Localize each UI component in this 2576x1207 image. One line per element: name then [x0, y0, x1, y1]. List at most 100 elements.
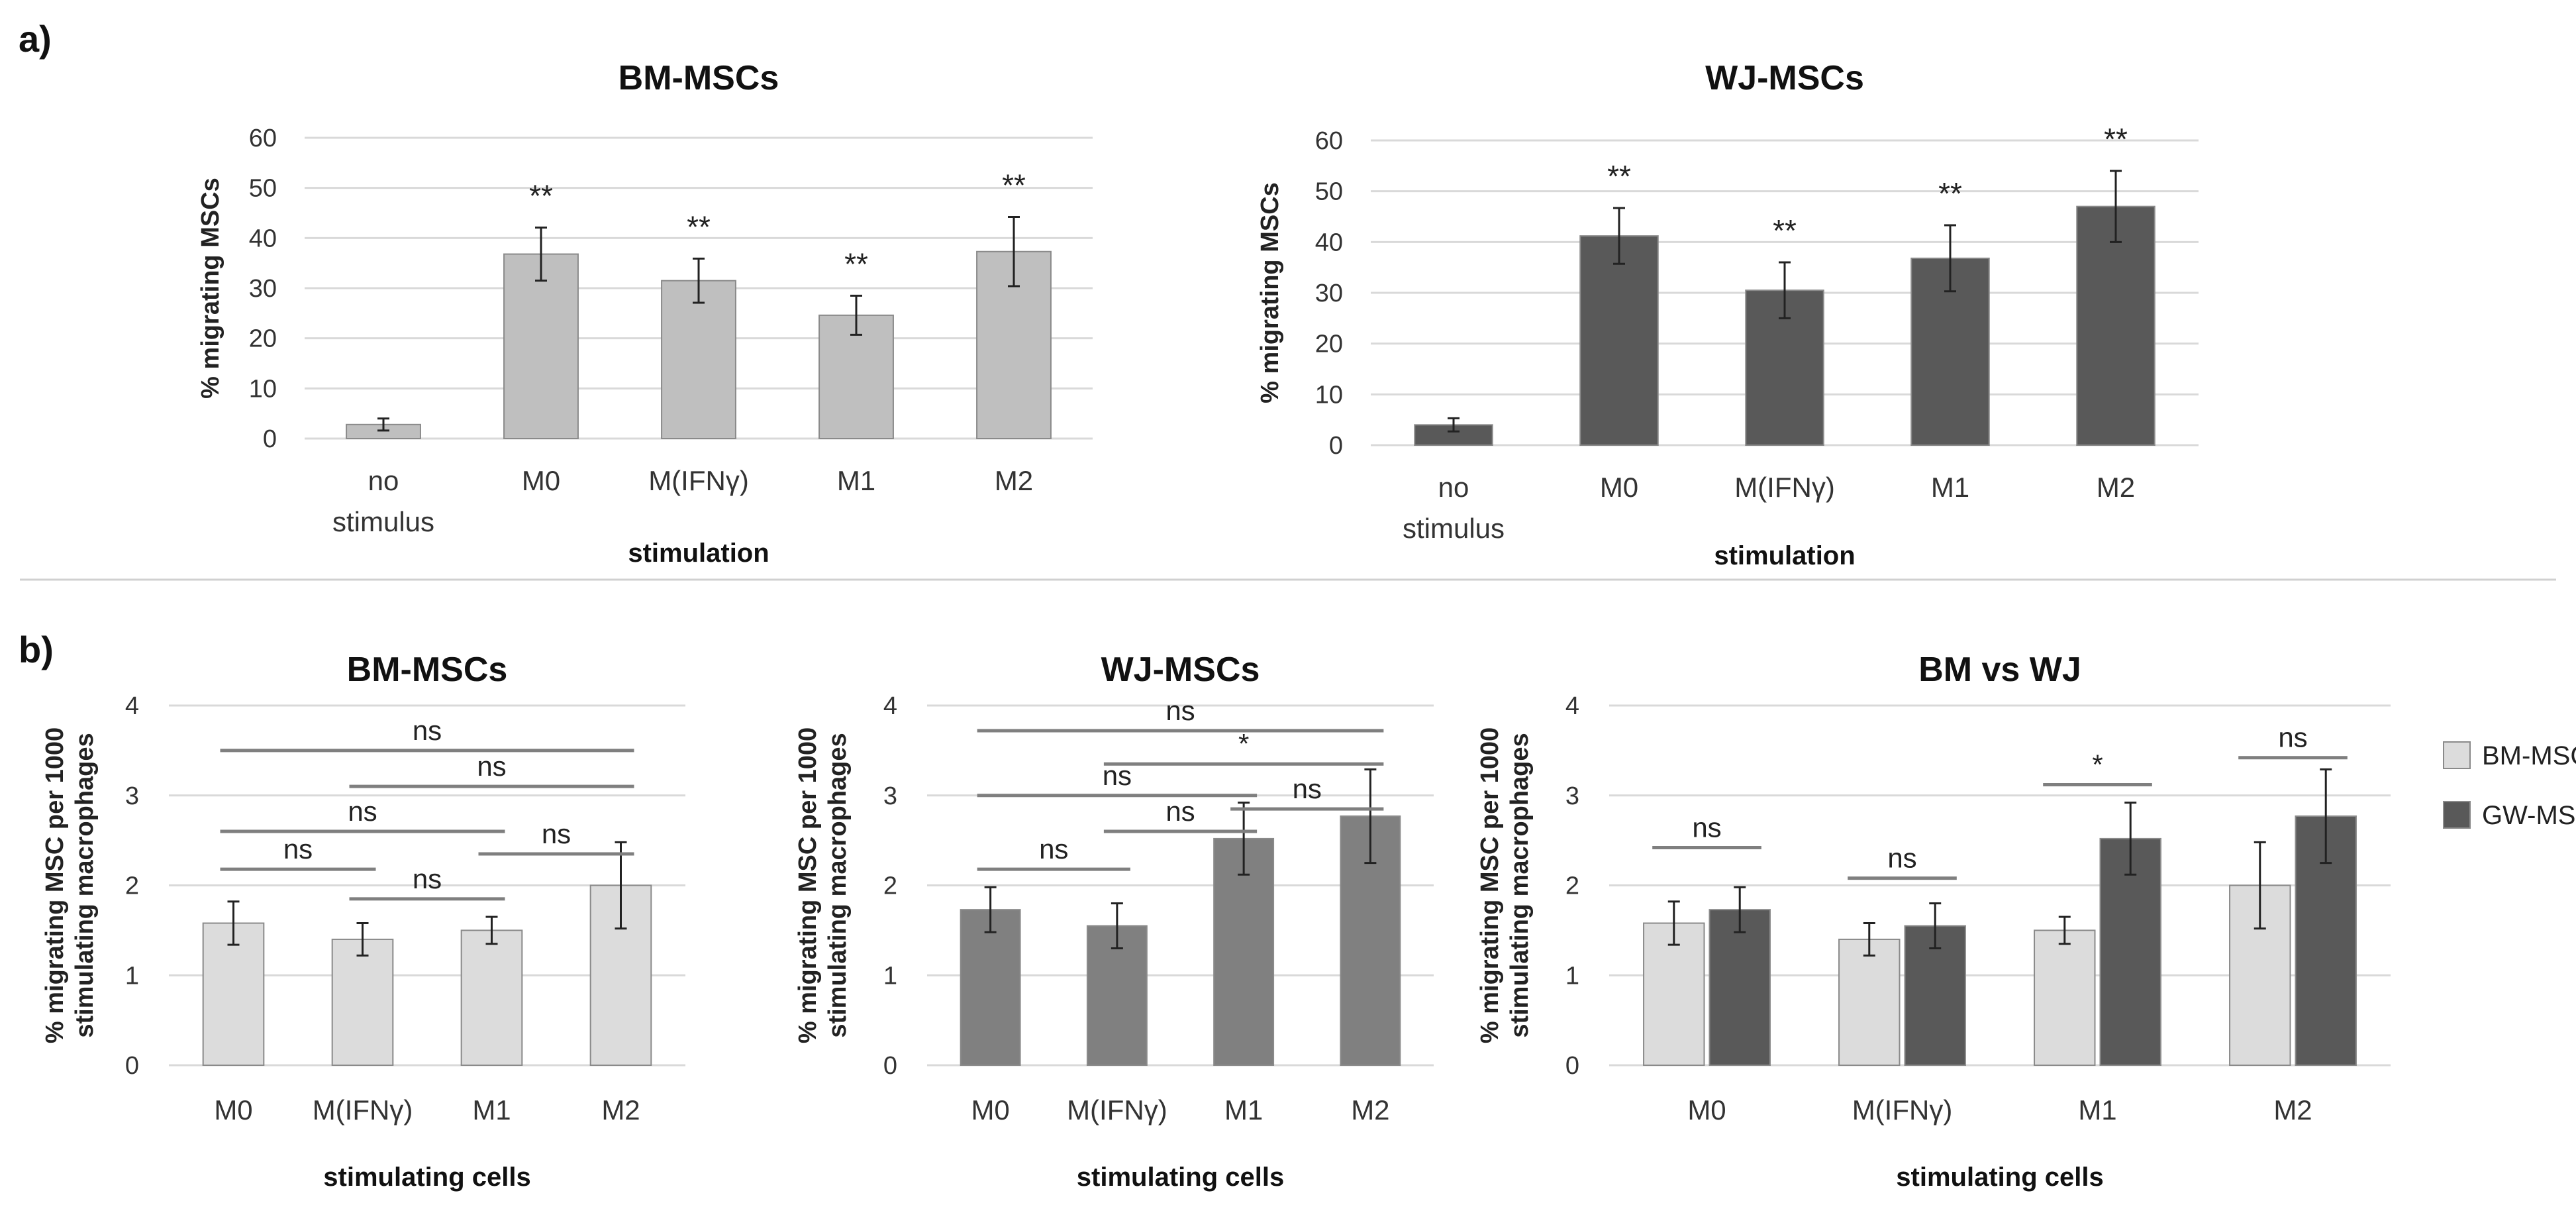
y-tick-label: 2: [1565, 872, 1579, 900]
x-axis-label: stimulating cells: [1077, 1163, 1284, 1192]
significance-label: ns: [2278, 722, 2307, 753]
bar: [960, 909, 1021, 1066]
bar: [202, 922, 265, 1067]
y-axis-label: % migrating MSCs: [1256, 182, 1284, 403]
y-axis-label: % migrating MSCs: [197, 178, 224, 399]
significance-annotation: **: [1938, 176, 1962, 211]
y-tick-label: 1: [1565, 962, 1579, 990]
significance-label: ns: [1165, 796, 1195, 827]
y-tick-label: 0: [263, 425, 277, 453]
x-axis-label: stimulating cells: [323, 1163, 530, 1192]
y-tick-label: 0: [1565, 1052, 1579, 1080]
x-tick-label: M0: [1687, 1094, 1726, 1126]
y-tick-label: 40: [1315, 229, 1343, 256]
y-tick-label: 30: [1315, 280, 1343, 307]
significance-label: ns: [413, 715, 442, 746]
y-axis-label: % migrating MSC per 1000: [1476, 727, 1504, 1043]
x-tick-label: M2: [2273, 1094, 2312, 1126]
y-tick-label: 2: [125, 872, 139, 900]
x-tick-label: M0: [971, 1094, 1009, 1126]
x-tick-label: M(IFNγ): [313, 1094, 413, 1126]
significance-annotation: **: [529, 178, 553, 213]
chart-title: BM-MSCs: [619, 59, 779, 97]
y-axis-label: % migrating MSC per 1000: [794, 727, 822, 1043]
y-tick-label: 0: [125, 1052, 139, 1080]
y-tick-label: 4: [1565, 692, 1579, 720]
significance-label: ns: [1039, 833, 1068, 865]
bar: [503, 253, 579, 439]
bar: [2076, 205, 2155, 446]
bar: [331, 938, 394, 1066]
bar: [1643, 922, 1705, 1067]
significance-annotation: **: [1773, 213, 1797, 248]
x-tick-label: M1: [1224, 1094, 1263, 1126]
y-tick-label: 4: [883, 692, 897, 720]
y-tick-label: 1: [125, 962, 139, 990]
x-tick-label: M2: [601, 1094, 640, 1126]
y-tick-label: 60: [1315, 127, 1343, 155]
y-tick-label: 4: [125, 692, 139, 720]
chart-title: BM-MSCs: [347, 651, 508, 689]
significance-annotation: **: [2104, 122, 2128, 156]
y-tick-label: 60: [249, 125, 277, 152]
legend-swatch: [2443, 741, 2471, 769]
significance-label: ns: [1692, 812, 1721, 843]
x-tick-label: M2: [1351, 1094, 1389, 1126]
x-tick-label: M(IFNγ): [1734, 472, 1835, 503]
significance-label: *: [2092, 749, 2103, 780]
y-axis-label: stimulating macrophages: [1506, 733, 1534, 1037]
y-tick-label: 40: [249, 225, 277, 252]
significance-label: ns: [283, 833, 313, 865]
x-tick-label: no: [1438, 472, 1469, 503]
significance-label: ns: [413, 863, 442, 894]
y-tick-label: 50: [249, 175, 277, 203]
x-axis-label: stimulation: [628, 539, 769, 568]
x-tick-label: M0: [522, 465, 560, 496]
y-axis-label: % migrating MSC per 1000: [41, 727, 69, 1043]
y-tick-label: 2: [883, 872, 897, 900]
panel-label-b: b): [19, 629, 54, 670]
y-tick-label: 0: [883, 1052, 897, 1080]
bar: [460, 929, 523, 1066]
significance-label: ns: [477, 751, 506, 782]
x-tick-label: M1: [1931, 472, 1969, 503]
x-tick-label: M1: [837, 465, 875, 496]
legend-swatch: [2443, 801, 2471, 829]
x-tick-label: no: [368, 465, 399, 496]
x-tick-label: stimulus: [332, 506, 434, 537]
y-axis-label: stimulating macrophages: [824, 733, 852, 1037]
y-tick-label: 3: [125, 782, 139, 810]
significance-label: ns: [1103, 760, 1132, 791]
chart-title: BM vs WJ: [1918, 651, 2081, 689]
x-tick-label: M1: [2078, 1094, 2116, 1126]
y-tick-label: 30: [249, 275, 277, 303]
significance-annotation: **: [1002, 168, 1026, 203]
bar: [818, 314, 894, 439]
significance-annotation: **: [1607, 159, 1631, 193]
significance-annotation: **: [687, 209, 711, 244]
legend-label: GW-MSC: [2482, 801, 2576, 830]
x-tick-label: stimulus: [1403, 513, 1505, 544]
y-tick-label: 20: [1315, 331, 1343, 358]
chart-title: WJ-MSCs: [1705, 59, 1864, 97]
bar: [661, 280, 736, 439]
x-tick-label: M2: [995, 465, 1033, 496]
x-axis-label: stimulation: [1714, 541, 1855, 570]
significance-label: ns: [1293, 773, 1322, 804]
x-tick-label: M(IFNγ): [648, 465, 749, 496]
significance-label: ns: [1165, 695, 1195, 726]
x-tick-label: M0: [1600, 472, 1638, 503]
y-tick-label: 50: [1315, 178, 1343, 206]
y-tick-label: 10: [1315, 381, 1343, 409]
significance-label: ns: [1887, 843, 1916, 874]
x-tick-label: M1: [472, 1094, 511, 1126]
x-tick-label: M2: [2097, 472, 2135, 503]
legend-label: BM-MSC: [2482, 741, 2576, 770]
y-axis-label: stimulating macrophages: [71, 733, 99, 1037]
y-tick-label: 3: [1565, 782, 1579, 810]
y-tick-label: 20: [249, 325, 277, 353]
bar: [2034, 929, 2096, 1066]
significance-label: ns: [348, 796, 377, 827]
